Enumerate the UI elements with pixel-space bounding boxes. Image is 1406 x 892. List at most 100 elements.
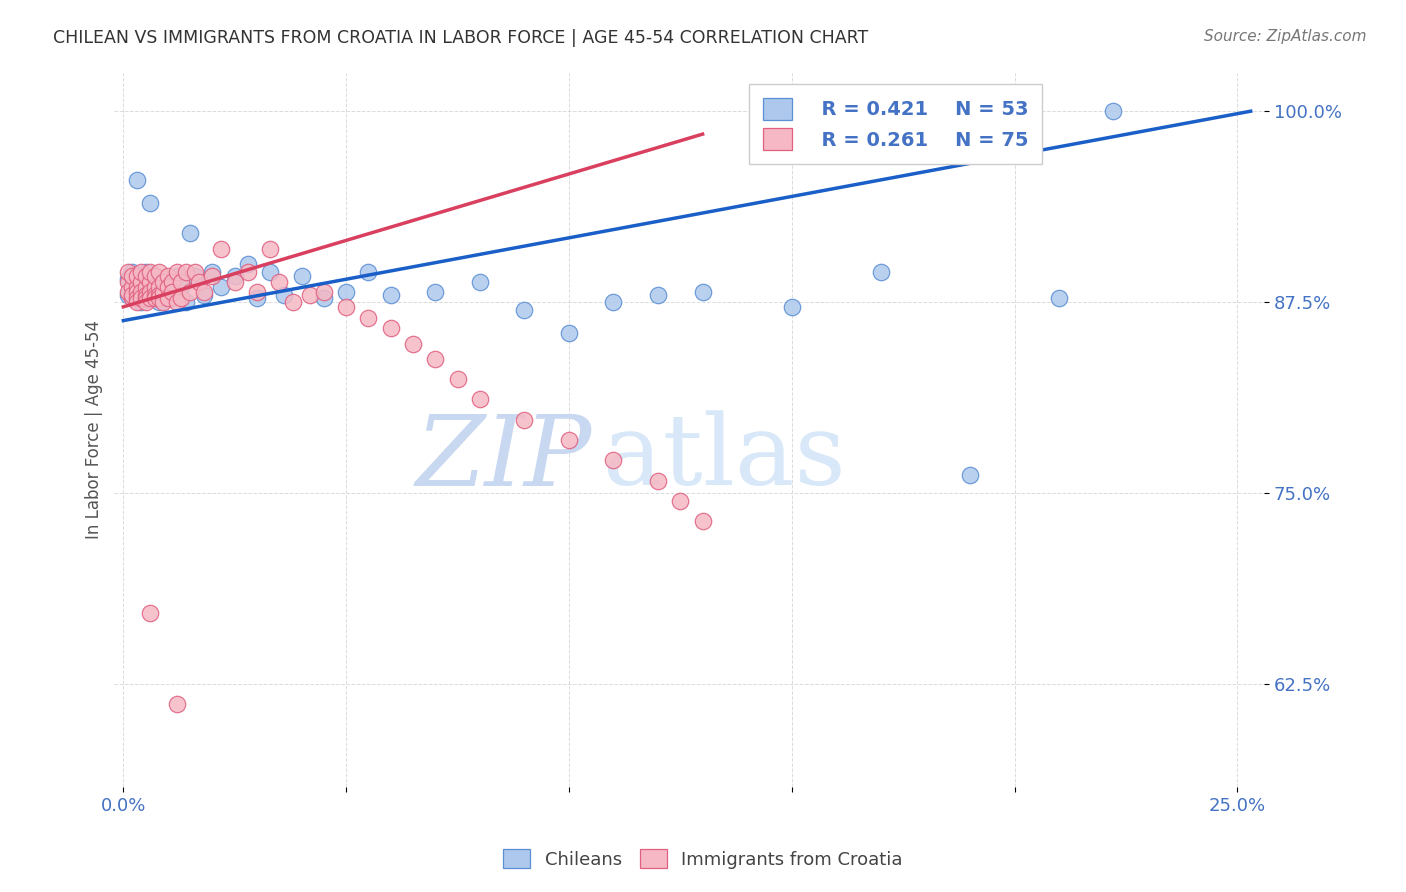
Point: [602, 295, 624, 310]
Point: [121, 269, 143, 284]
Point: [117, 276, 139, 290]
Point: [129, 295, 152, 310]
Point: [139, 291, 162, 305]
Point: [143, 291, 166, 305]
Point: [335, 300, 357, 314]
Point: [135, 287, 157, 301]
Point: [312, 291, 335, 305]
Point: [139, 276, 162, 290]
Point: [129, 269, 152, 284]
Point: [692, 514, 714, 528]
Point: [468, 276, 491, 290]
Point: [170, 291, 193, 305]
Point: [201, 269, 224, 284]
Point: [174, 295, 197, 310]
Point: [513, 413, 536, 427]
Point: [125, 291, 148, 305]
Point: [152, 285, 174, 299]
Point: [179, 227, 201, 241]
Point: [357, 265, 380, 279]
Point: [125, 291, 148, 305]
Point: [290, 269, 312, 284]
Point: [259, 242, 281, 256]
Point: [780, 300, 803, 314]
Text: ZIP: ZIP: [415, 411, 592, 506]
Point: [692, 285, 714, 299]
Point: [125, 285, 148, 299]
Point: [117, 285, 139, 299]
Point: [143, 269, 166, 284]
Point: [647, 474, 669, 488]
Point: [166, 295, 188, 310]
Point: [135, 265, 157, 279]
Point: [143, 269, 166, 284]
Point: [135, 291, 157, 305]
Point: [558, 326, 581, 340]
Point: [148, 287, 170, 301]
Point: [143, 285, 166, 299]
Point: [139, 195, 162, 210]
Point: [380, 321, 402, 335]
Point: [183, 265, 205, 279]
Point: [129, 276, 152, 290]
Point: [152, 276, 174, 290]
Point: [125, 173, 148, 187]
Point: [959, 468, 981, 483]
Point: [299, 287, 322, 301]
Point: [148, 295, 170, 310]
Point: [236, 257, 259, 271]
Point: [425, 351, 447, 366]
Text: CHILEAN VS IMMIGRANTS FROM CROATIA IN LABOR FORCE | AGE 45-54 CORRELATION CHART: CHILEAN VS IMMIGRANTS FROM CROATIA IN LA…: [53, 29, 869, 46]
Point: [135, 280, 157, 294]
Point: [143, 287, 166, 301]
Point: [166, 269, 188, 284]
Point: [121, 280, 143, 294]
Point: [156, 272, 179, 286]
Point: [148, 265, 170, 279]
Point: [148, 287, 170, 301]
Point: [135, 287, 157, 301]
Point: [236, 265, 259, 279]
Y-axis label: In Labor Force | Age 45-54: In Labor Force | Age 45-54: [86, 320, 103, 540]
Point: [117, 272, 139, 286]
Point: [174, 265, 197, 279]
Text: atlas: atlas: [603, 410, 846, 507]
Point: [269, 276, 291, 290]
Point: [117, 265, 139, 279]
Point: [183, 269, 205, 284]
Point: [357, 310, 380, 325]
Point: [135, 269, 157, 284]
Point: [121, 265, 143, 279]
Point: [135, 295, 157, 310]
Point: [179, 285, 201, 299]
Point: [152, 285, 174, 299]
Point: [139, 285, 162, 299]
Point: [402, 336, 425, 351]
Point: [162, 285, 184, 299]
Point: [468, 392, 491, 406]
Point: [647, 287, 669, 301]
Point: [1101, 104, 1123, 119]
Point: [121, 287, 143, 301]
Point: [125, 280, 148, 294]
Point: [148, 291, 170, 305]
Point: [139, 265, 162, 279]
Point: [139, 291, 162, 305]
Point: [380, 287, 402, 301]
Point: [121, 280, 143, 294]
Point: [209, 280, 232, 294]
Point: [121, 291, 143, 305]
Point: [273, 287, 295, 301]
Point: [281, 295, 304, 310]
Point: [125, 285, 148, 299]
Point: [135, 280, 157, 294]
Point: [166, 698, 188, 712]
Point: [224, 269, 246, 284]
Point: [156, 291, 179, 305]
Point: [143, 280, 166, 294]
Point: [224, 276, 246, 290]
Point: [166, 265, 188, 279]
Point: [259, 265, 281, 279]
Legend: Chileans, Immigrants from Croatia: Chileans, Immigrants from Croatia: [496, 842, 910, 876]
Point: [335, 285, 357, 299]
